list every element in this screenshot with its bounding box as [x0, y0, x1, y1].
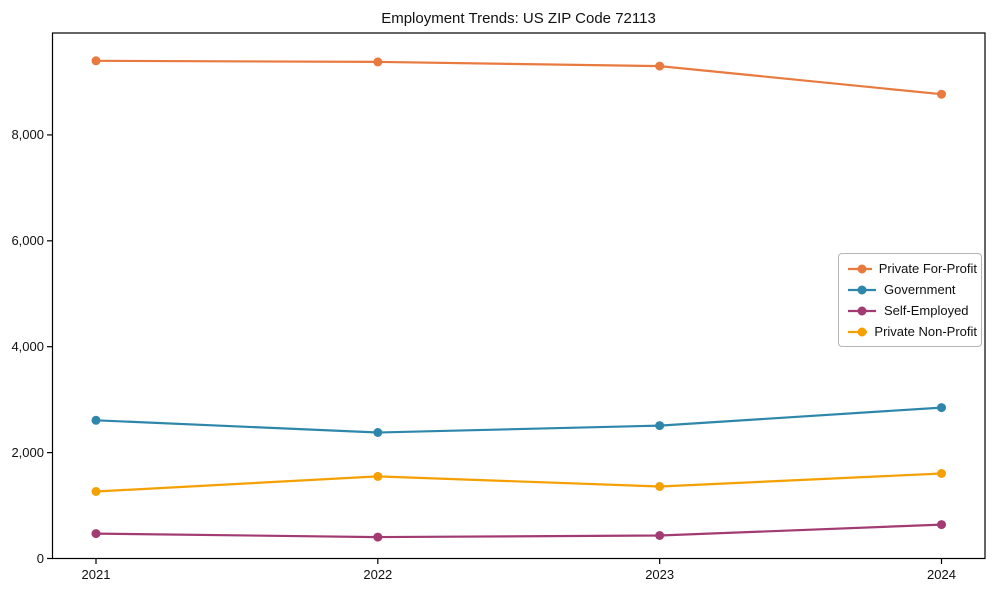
series-marker-self-employed [91, 529, 101, 539]
plot-frame [51, 32, 986, 560]
x-tick-label: 2021 [82, 567, 111, 582]
legend-marker-icon [848, 306, 876, 315]
legend-item-private-for-profit: Private For-Profit [847, 259, 977, 279]
series-marker-private-for-profit [937, 89, 946, 99]
series-line-self-employed [94, 523, 943, 539]
legend-label: Government [884, 282, 956, 297]
legend-item-private-non-profit: Private Non-Profit [847, 322, 977, 342]
series-marker-private-for-profit [373, 57, 383, 67]
y-tick-label: 2,000 [11, 445, 44, 460]
legend-marker-icon [848, 285, 876, 294]
legend-label: Self-Employed [884, 303, 969, 318]
legend-item-government: Government [847, 280, 977, 300]
series-marker-private-non-profit [91, 487, 101, 496]
legend-label: Private Non-Profit [874, 324, 977, 339]
x-tick-label: 2022 [363, 567, 392, 582]
series-marker-government [91, 415, 101, 425]
x-tick-label: 2024 [927, 567, 956, 582]
chart-title: Employment Trends: US ZIP Code 72113 [381, 10, 656, 27]
series-marker-government [655, 421, 665, 431]
series-line-government [94, 406, 943, 434]
legend-label: Private For-Profit [878, 261, 977, 276]
y-tick-label: 6,000 [11, 233, 44, 248]
legend-marker-icon [848, 327, 868, 336]
x-tick-label: 2023 [645, 567, 674, 582]
series-marker-private-non-profit [937, 469, 946, 478]
y-tick-label: 8,000 [11, 127, 44, 142]
series-marker-government [937, 403, 946, 413]
series-marker-government [373, 428, 383, 437]
series-marker-self-employed [937, 520, 946, 530]
series-line-private-non-profit [94, 472, 943, 493]
legend-marker-icon [848, 264, 872, 273]
series-marker-self-employed [655, 531, 665, 540]
series-marker-private-non-profit [655, 482, 665, 491]
series-marker-private-for-profit [655, 61, 665, 71]
series-marker-private-for-profit [91, 56, 101, 66]
y-tick-label: 4,000 [11, 339, 44, 354]
series-marker-self-employed [373, 532, 383, 542]
series-line-private-for-profit [94, 59, 943, 96]
y-tick-label: 0 [37, 551, 44, 566]
legend: Private For-Profit Government Self-Employe… [838, 253, 982, 347]
legend-item-self-employed: Self-Employed [847, 301, 977, 321]
series-marker-private-non-profit [373, 471, 383, 481]
